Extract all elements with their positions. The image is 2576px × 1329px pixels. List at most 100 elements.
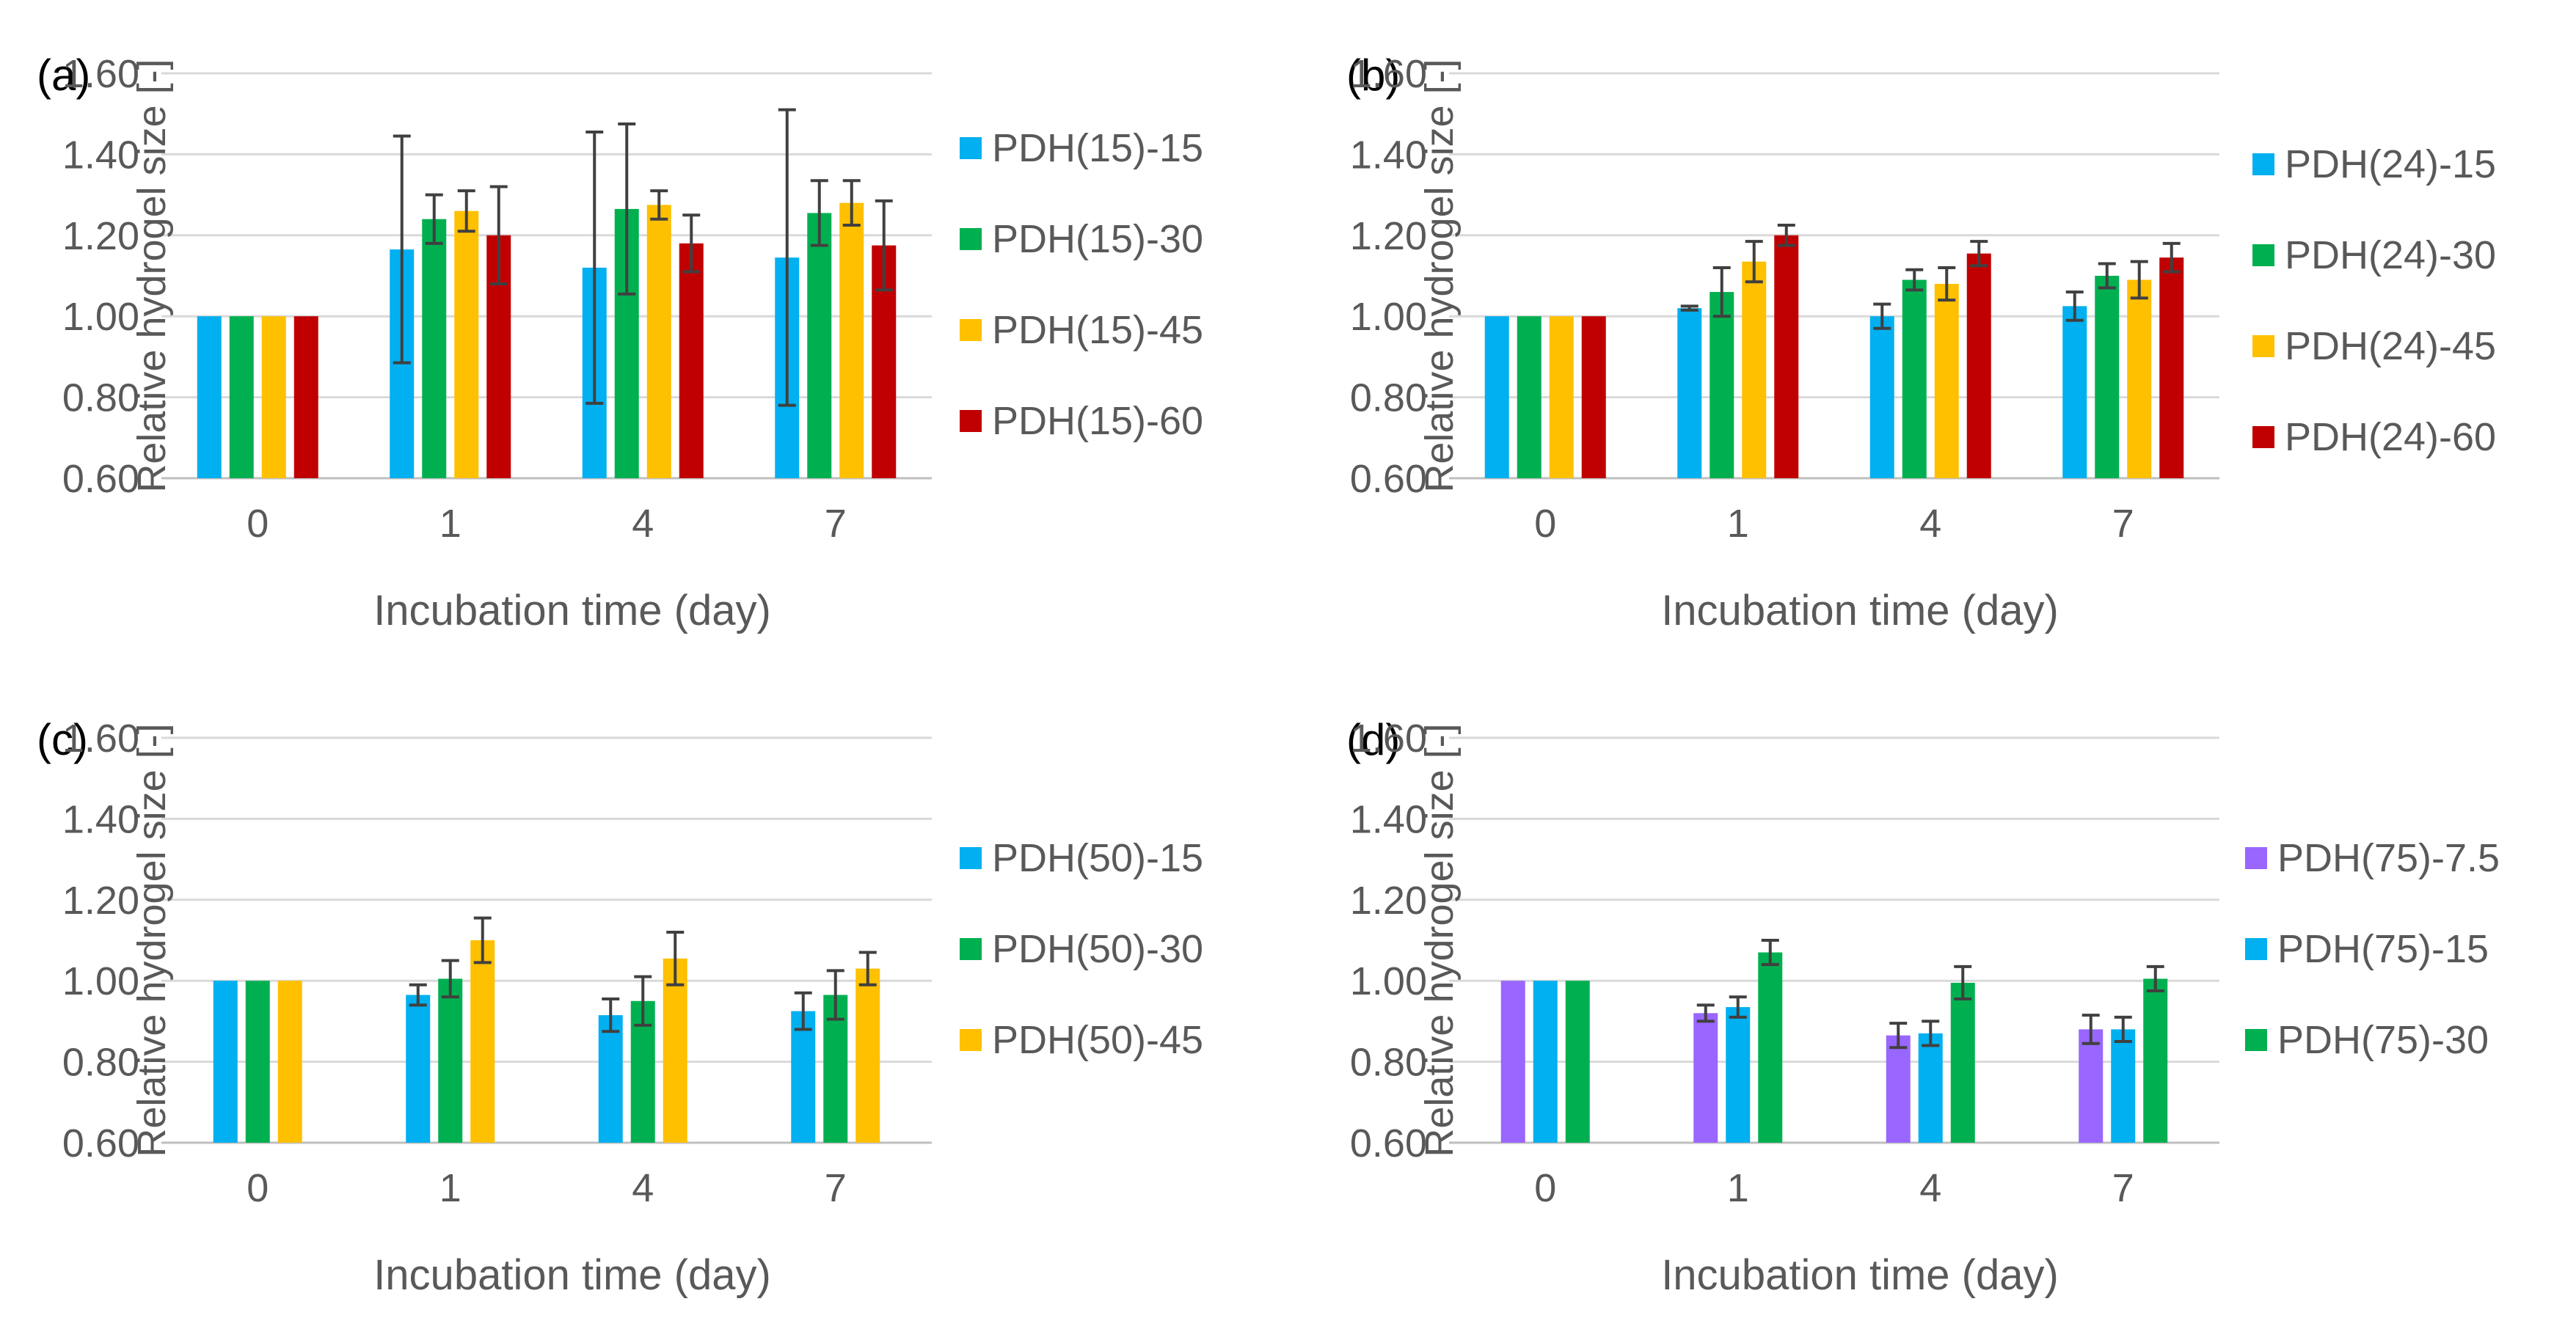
error-bar: [794, 991, 812, 1031]
x-tick-label: 7: [825, 502, 847, 546]
bar: [454, 210, 479, 478]
bar: [406, 995, 431, 1143]
legend-c: PDH(50)-15 PDH(50)-30 PDH(50)-45: [960, 813, 1203, 1085]
error-bar: [1889, 1022, 1908, 1050]
y-tick-label: 1.20: [1350, 214, 1427, 258]
x-tick-label: 4: [1919, 502, 1941, 546]
bar: [663, 958, 687, 1143]
error-bar: [585, 131, 604, 405]
legend-swatch: [960, 410, 982, 432]
x-tick-label: 1: [439, 1166, 461, 1210]
panel-label-c: (c): [37, 715, 88, 764]
bar: [1726, 1007, 1751, 1143]
bar: [2079, 1029, 2104, 1143]
x-tick-label: 1: [1727, 1166, 1749, 1210]
bar: [277, 981, 302, 1143]
error-bar: [875, 199, 893, 292]
x-tick-label: 0: [1534, 1166, 1556, 1210]
legend-swatch: [2245, 938, 2267, 960]
bar: [1500, 981, 1525, 1143]
bar: [2062, 306, 2087, 478]
legend-b: PDH(24)-15 PDH(24)-30 PDH(24)-45 PDH(24)-60: [2252, 119, 2496, 483]
y-axis-title: Relative hydrogel size [-]: [130, 723, 174, 1157]
error-bar: [1954, 964, 1972, 1001]
legend-label: PDH(15)-15: [992, 126, 1204, 170]
legend-swatch: [960, 228, 982, 250]
bar: [2095, 276, 2120, 478]
y-tick-label: 1.60: [1350, 52, 1427, 96]
bar: [1774, 235, 1799, 478]
bar: [1966, 253, 1991, 478]
panel-label-b: (b): [1346, 51, 1401, 100]
error-bar: [2065, 290, 2084, 322]
legend-item: PDH(24)-45: [2252, 301, 2496, 392]
legend-label: PDH(75)-15: [2277, 927, 2489, 971]
bar: [855, 968, 880, 1143]
y-tick-label: 1.00: [1350, 959, 1427, 1003]
bar: [1918, 1033, 1943, 1143]
y-tick-label: 0.60: [62, 1121, 139, 1165]
error-bar: [409, 983, 427, 1007]
legend-swatch: [2252, 335, 2274, 357]
legend-label: PDH(75)-30: [2277, 1018, 2489, 1062]
error-bar: [810, 179, 828, 247]
bar: [245, 981, 270, 1143]
error-bar: [1761, 939, 1779, 967]
error-bar: [2146, 964, 2164, 992]
error-bar: [1905, 268, 1924, 292]
legend-swatch: [960, 137, 982, 159]
legend-swatch: [2252, 244, 2274, 266]
legend-label: PDH(50)-30: [992, 927, 1204, 971]
error-bar: [1680, 304, 1699, 312]
chart-panel-b: (b) 0.60 0.80 1.00 1.20 1.40 1.60 Relative hyd…: [1288, 0, 2575, 664]
legend-d: PDH(75)-7.5 PDH(75)-15 PDH(75)-30: [2245, 813, 2500, 1085]
bar: [422, 219, 447, 478]
y-tick-label: 1.00: [62, 959, 139, 1003]
bar: [1742, 261, 1767, 478]
bar: [1710, 292, 1734, 478]
bar: [197, 316, 222, 478]
error-bar: [441, 959, 459, 999]
bar: [807, 213, 832, 478]
y-tick-label: 1.60: [62, 717, 139, 761]
error-bar: [2098, 262, 2116, 290]
y-tick-label: 0.80: [62, 376, 139, 420]
x-tick-label: 4: [632, 502, 654, 546]
bar: [1677, 308, 1702, 478]
legend-item: PDH(50)-15: [960, 813, 1203, 904]
y-tick-label: 1.20: [1350, 879, 1427, 923]
error-bar: [1938, 266, 1956, 302]
bar: [2127, 279, 2152, 478]
bar: [1549, 316, 1574, 478]
error-bar: [457, 189, 475, 233]
y-tick-label: 0.60: [1350, 457, 1427, 501]
error-bar: [1712, 266, 1731, 318]
bar: [470, 940, 495, 1143]
legend-item: PDH(15)-45: [960, 285, 1203, 376]
bar: [438, 978, 463, 1143]
y-tick-label: 1.00: [62, 295, 139, 339]
y-tick-label: 1.60: [1350, 717, 1427, 761]
y-tick-label: 0.80: [1350, 1041, 1427, 1085]
error-bar: [489, 185, 508, 286]
legend-item: PDH(75)-15: [2245, 904, 2500, 995]
legend-label: PDH(75)-7.5: [2277, 836, 2500, 880]
bar: [646, 205, 671, 478]
legend-label: PDH(24)-45: [2285, 324, 2497, 368]
x-tick-label: 1: [439, 502, 461, 546]
y-tick-label: 1.00: [1350, 295, 1427, 339]
error-bar: [666, 930, 685, 986]
error-bar: [1729, 995, 1747, 1019]
bar: [1517, 316, 1541, 478]
legend-label: PDH(24)-30: [2285, 233, 2497, 277]
error-bar: [634, 975, 652, 1027]
error-bar: [778, 108, 796, 407]
y-tick-label: 1.40: [1350, 133, 1427, 177]
x-tick-label: 7: [825, 1166, 847, 1210]
x-tick-label: 7: [2112, 502, 2134, 546]
bar: [293, 316, 318, 478]
y-tick-label: 1.20: [62, 214, 139, 258]
y-tick-label: 0.60: [1350, 1121, 1427, 1165]
